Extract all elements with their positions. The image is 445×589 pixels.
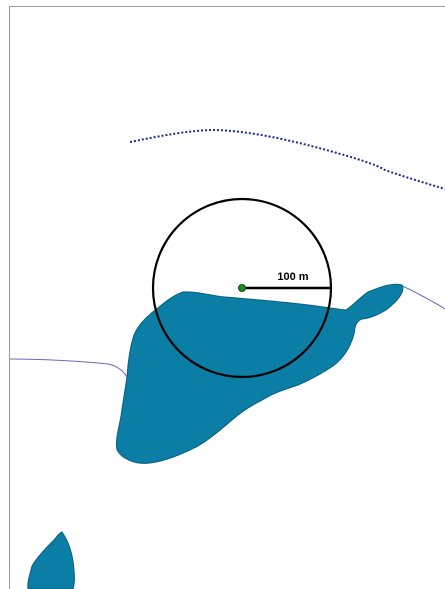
center-point[interactable] [238, 284, 246, 292]
stream-line-west [9, 358, 128, 378]
small-lake [27, 531, 75, 589]
stream-line-east [401, 285, 445, 310]
map-frame-border [9, 6, 445, 589]
lake [116, 283, 404, 464]
scale-label: 100 m [277, 271, 308, 283]
dotted-trail [129, 128, 445, 190]
